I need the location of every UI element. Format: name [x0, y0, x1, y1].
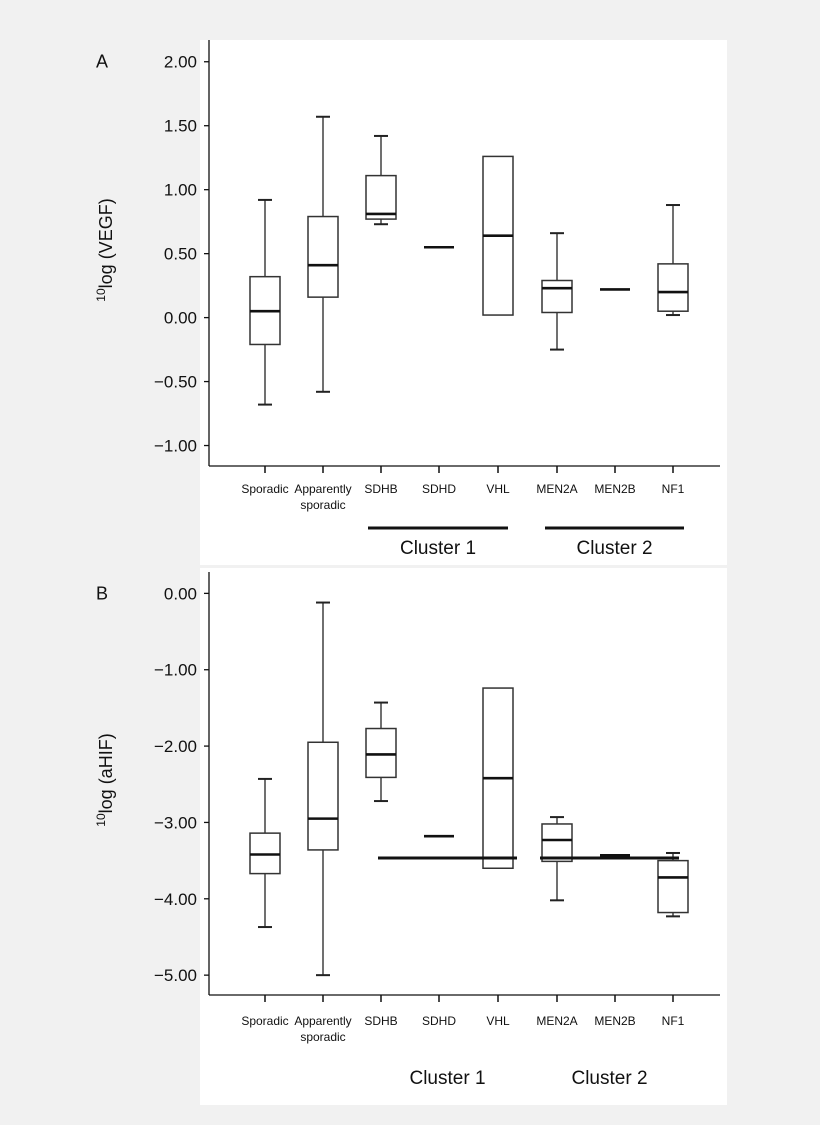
- x-tick-label-line: sporadic: [300, 1030, 345, 1044]
- x-tick-label: NF1: [662, 1014, 685, 1028]
- group-label: Cluster 2: [571, 1068, 647, 1089]
- x-tick-label: SDHD: [422, 482, 456, 496]
- x-tick-label: Apparently sporadic: [294, 482, 351, 512]
- box-vhl: [482, 687, 514, 870]
- y-tick-label: −4.00: [154, 890, 197, 909]
- y-axis-label: 10log (VEGF): [94, 198, 116, 301]
- x-tick-label: SDHB: [364, 482, 397, 496]
- x-tick-label-line: VHL: [486, 1014, 510, 1028]
- x-tick-label-line: SDHD: [422, 1014, 456, 1028]
- box-iqr: [307, 215, 339, 298]
- box-iqr: [365, 174, 397, 220]
- plot-background: [200, 40, 727, 565]
- box-iqr: [657, 859, 689, 914]
- y-tick-label: 0.00: [164, 584, 197, 603]
- y-axis-label-text: log (VEGF): [96, 198, 116, 288]
- x-tick-label: MEN2A: [536, 482, 577, 496]
- x-tick-label: Apparently sporadic: [294, 1014, 351, 1044]
- box-men2a: [541, 232, 573, 351]
- x-tick-label: Sporadic: [241, 482, 288, 496]
- box-sdhb: [365, 134, 397, 226]
- x-tick-label: NF1: [662, 482, 685, 496]
- x-tick-label: MEN2B: [594, 482, 635, 496]
- y-tick-label: −5.00: [154, 966, 197, 985]
- box-nf1: [657, 851, 689, 918]
- x-tick-label-line: sporadic: [300, 498, 345, 512]
- box-iqr: [541, 823, 573, 863]
- x-tick-label-line: MEN2A: [536, 1014, 577, 1028]
- x-tick-label: SDHD: [422, 1014, 456, 1028]
- x-tick-label: MEN2B: [594, 1014, 635, 1028]
- x-tick-label: MEN2A: [536, 1014, 577, 1028]
- y-tick-label: 2.00: [164, 53, 197, 72]
- x-tick-label: VHL: [486, 482, 510, 496]
- box-vhl: [482, 155, 514, 316]
- x-tick-label: VHL: [486, 1014, 510, 1028]
- x-tick-label: Sporadic: [241, 1014, 288, 1028]
- x-tick-label-line: Sporadic: [241, 482, 288, 496]
- box-sporadic: [249, 198, 281, 406]
- panel-letter: A: [96, 52, 108, 72]
- x-tick-label-line: SDHD: [422, 482, 456, 496]
- panel-letter: B: [96, 583, 108, 603]
- x-tick-label-line: MEN2B: [594, 482, 635, 496]
- y-tick-label: −3.00: [154, 813, 197, 832]
- box-iqr: [541, 279, 573, 314]
- x-tick-label-line: Apparently: [294, 1014, 351, 1028]
- box-iqr: [307, 741, 339, 851]
- box-nf1: [657, 204, 689, 317]
- x-tick-label-line: SDHB: [364, 1014, 397, 1028]
- y-axis-label-superscript: 10: [94, 813, 108, 827]
- x-tick-label-line: Apparently: [294, 482, 351, 496]
- x-tick-label-line: MEN2B: [594, 1014, 635, 1028]
- box-apparently-sporadic: [307, 115, 339, 393]
- group-label: Cluster 1: [409, 1068, 485, 1089]
- panel-a: A 2.00 1.50 1.00 0.50 0.00 −0.50 −1.00 10log (VE…: [94, 40, 727, 565]
- group-label: Cluster 2: [576, 538, 652, 559]
- y-tick-label: 0.50: [164, 245, 197, 264]
- y-tick-label: −1.00: [154, 661, 197, 680]
- y-axis-label: 10log (aHIF): [94, 733, 116, 826]
- box-iqr: [657, 263, 689, 312]
- y-tick-label: −0.50: [154, 373, 197, 392]
- y-tick-label: 1.00: [164, 181, 197, 200]
- box-sdhb: [365, 701, 397, 803]
- box-iqr: [365, 727, 397, 779]
- x-tick-label: SDHB: [364, 1014, 397, 1028]
- y-tick-label: −2.00: [154, 737, 197, 756]
- y-tick-label: 1.50: [164, 117, 197, 136]
- x-tick-label-line: Sporadic: [241, 1014, 288, 1028]
- x-tick-label-line: NF1: [662, 1014, 685, 1028]
- panel-b: B 0.00 −1.00 −2.00 −3.00 −4.00 −5.00 10log (aHI…: [94, 568, 727, 1105]
- box-apparently-sporadic: [307, 601, 339, 977]
- y-tick-label: −1.00: [154, 437, 197, 456]
- x-tick-label-line: NF1: [662, 482, 685, 496]
- box-men2a: [541, 816, 573, 902]
- group-label: Cluster 1: [400, 538, 476, 559]
- y-axis-label-superscript: 10: [94, 288, 108, 302]
- y-tick-label: 0.00: [164, 309, 197, 328]
- y-axis-label-text: log (aHIF): [96, 733, 116, 813]
- box-sporadic: [249, 777, 281, 929]
- x-tick-label-line: SDHB: [364, 482, 397, 496]
- x-tick-label-line: MEN2A: [536, 482, 577, 496]
- plot-background: [200, 568, 727, 1105]
- x-tick-label-line: VHL: [486, 482, 510, 496]
